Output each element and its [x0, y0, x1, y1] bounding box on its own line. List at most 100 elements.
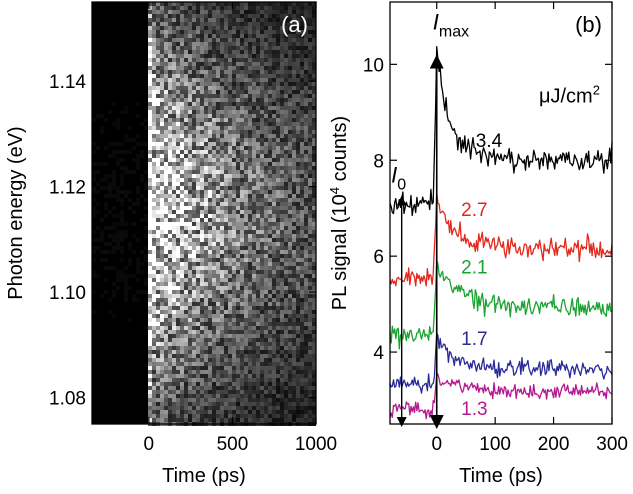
- heatmap-cell: [288, 142, 292, 146]
- heatmap-cell: [276, 138, 280, 142]
- heatmap-cell: [264, 418, 268, 422]
- heatmap-cell: [180, 74, 184, 78]
- heatmap-cell: [148, 162, 152, 166]
- heatmap-cell: [228, 30, 232, 34]
- heatmap-cell: [280, 394, 284, 398]
- heatmap-cell: [296, 74, 300, 78]
- heatmap-cell: [284, 306, 288, 310]
- heatmap-cell: [196, 110, 200, 114]
- heatmap-cell: [276, 258, 280, 262]
- heatmap-cell: [288, 410, 292, 414]
- heatmap-cell: [184, 350, 188, 354]
- heatmap-cell: [220, 318, 224, 322]
- heatmap-cell: [180, 318, 184, 322]
- heatmap-cell: [272, 114, 276, 118]
- heatmap-cell: [188, 70, 192, 74]
- heatmap-cell: [260, 342, 264, 346]
- heatmap-cell: [300, 362, 304, 366]
- heatmap-cell: [300, 166, 304, 170]
- heatmap-cell: [204, 290, 208, 294]
- heatmap-cell: [280, 6, 284, 10]
- heatmap-cell: [180, 278, 184, 282]
- heatmap-cell: [196, 54, 200, 58]
- heatmap-cell: [260, 170, 264, 174]
- heatmap-cell: [268, 270, 272, 274]
- heatmap-cell: [208, 30, 212, 34]
- heatmap-cell: [180, 202, 184, 206]
- heatmap-cell: [244, 366, 248, 370]
- heatmap-cell: [188, 42, 192, 46]
- heatmap-cell: [288, 138, 292, 142]
- heatmap-cell: [284, 118, 288, 122]
- heatmap-cell: [288, 74, 292, 78]
- heatmap-cell: [308, 190, 312, 194]
- heatmap-cell: [128, 206, 132, 210]
- heatmap-cell: [148, 82, 152, 86]
- heatmap-cell: [252, 206, 256, 210]
- heatmap-cell: [168, 394, 172, 398]
- heatmap-cell: [312, 78, 316, 82]
- heatmap-cell: [272, 314, 276, 318]
- heatmap-cell: [240, 326, 244, 330]
- heatmap-cell: [160, 82, 164, 86]
- heatmap-cell: [228, 34, 232, 38]
- heatmap-cell: [192, 230, 196, 234]
- heatmap-cell: [188, 6, 192, 10]
- heatmap-cell: [228, 78, 232, 82]
- heatmap-cell: [176, 178, 180, 182]
- heatmap-cell: [204, 186, 208, 190]
- heatmap-cell: [232, 294, 236, 298]
- heatmap-cell: [284, 274, 288, 278]
- heatmap-cell: [184, 194, 188, 198]
- heatmap-cell: [148, 174, 152, 178]
- heatmap-cell: [168, 118, 172, 122]
- heatmap-cell: [212, 142, 216, 146]
- heatmap-cell: [172, 358, 176, 362]
- heatmap-cell: [304, 234, 308, 238]
- heatmap-cell: [236, 382, 240, 386]
- heatmap-cell: [112, 170, 116, 174]
- heatmap-cell: [152, 118, 156, 122]
- heatmap-cell: [208, 390, 212, 394]
- heatmap-cell: [232, 102, 236, 106]
- heatmap-cell: [156, 414, 160, 418]
- heatmap-cell: [192, 414, 196, 418]
- heatmap-cell: [176, 186, 180, 190]
- heatmap-cell: [160, 410, 164, 414]
- heatmap-cell: [176, 134, 180, 138]
- heatmap-cell: [264, 186, 268, 190]
- heatmap-cell: [304, 218, 308, 222]
- heatmap-cell: [212, 150, 216, 154]
- heatmap-cell: [172, 386, 176, 390]
- heatmap-cell: [200, 294, 204, 298]
- heatmap-cell: [236, 158, 240, 162]
- heatmap-cell: [220, 130, 224, 134]
- heatmap-cell: [156, 418, 160, 422]
- heatmap-cell: [176, 210, 180, 214]
- heatmap-cell: [300, 170, 304, 174]
- heatmap-cell: [248, 82, 252, 86]
- heatmap-cell: [232, 42, 236, 46]
- heatmap-cell: [248, 234, 252, 238]
- heatmap-cell: [148, 406, 152, 410]
- heatmap-cell: [252, 106, 256, 110]
- heatmap-cell: [228, 294, 232, 298]
- heatmap-cell: [156, 402, 160, 406]
- heatmap-cell: [248, 94, 252, 98]
- heatmap-cell: [268, 30, 272, 34]
- heatmap-cell: [232, 366, 236, 370]
- heatmap-cell: [200, 22, 204, 26]
- heatmap-cell: [208, 330, 212, 334]
- heatmap-cell: [180, 190, 184, 194]
- heatmap-cell: [232, 302, 236, 306]
- heatmap-cell: [148, 50, 152, 54]
- heatmap-cell: [196, 350, 200, 354]
- heatmap-cell: [208, 382, 212, 386]
- heatmap-cell: [152, 82, 156, 86]
- heatmap-cell: [208, 318, 212, 322]
- heatmap-cell: [152, 78, 156, 82]
- heatmap-cell: [196, 394, 200, 398]
- heatmap-cell: [300, 42, 304, 46]
- heatmap-cell: [252, 262, 256, 266]
- heatmap-cell: [240, 174, 244, 178]
